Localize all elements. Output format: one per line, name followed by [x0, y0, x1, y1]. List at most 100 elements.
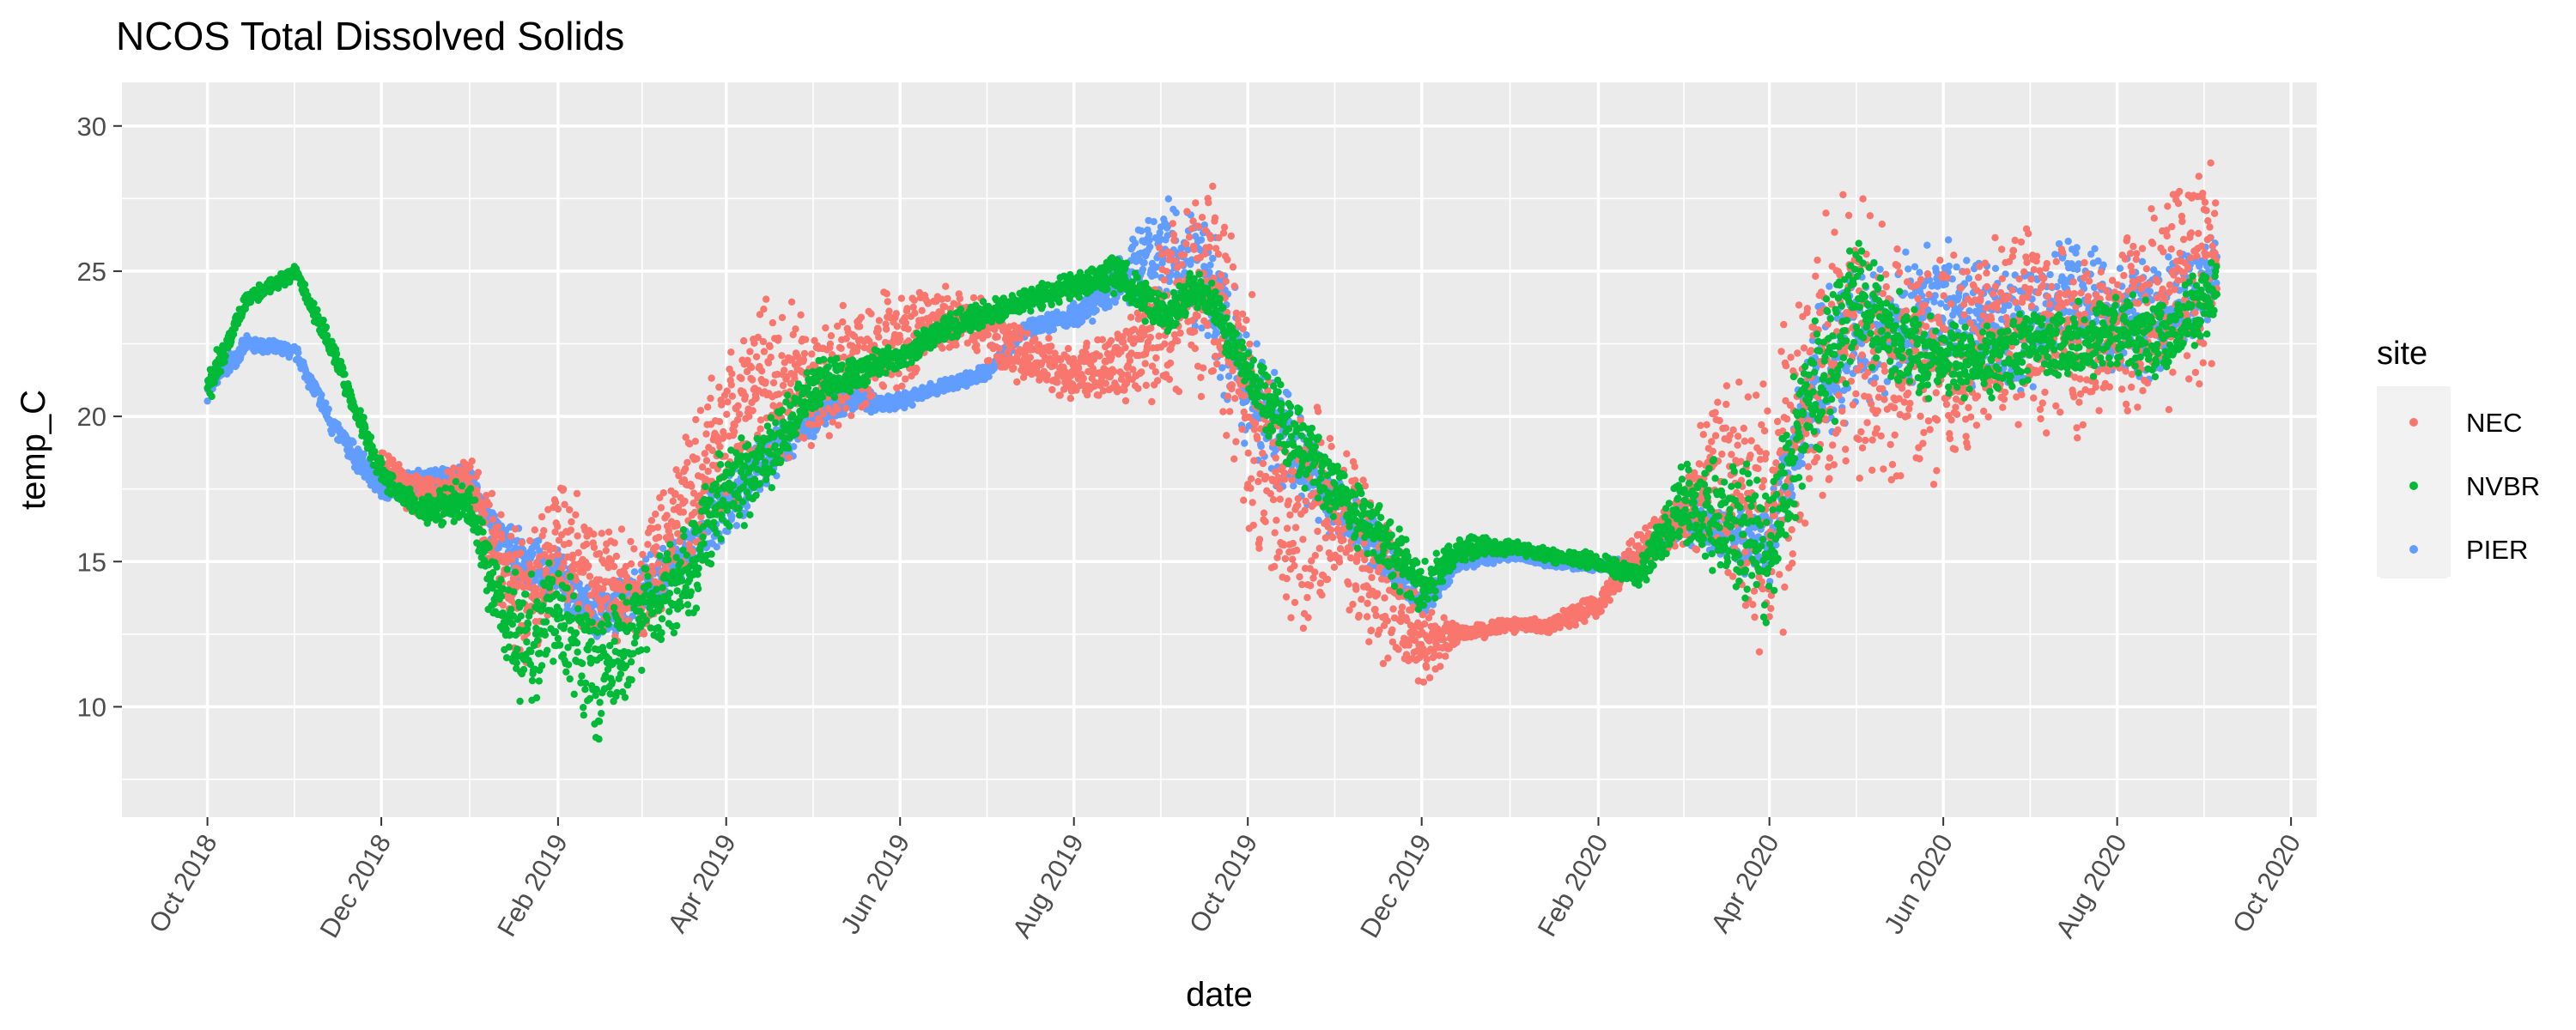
data-point: [488, 489, 496, 498]
data-point: [1049, 325, 1058, 334]
data-point: [450, 464, 458, 472]
data-point: [657, 504, 665, 512]
data-point: [2046, 270, 2054, 279]
data-point: [715, 383, 723, 391]
data-point: [713, 543, 720, 551]
data-point: [598, 603, 605, 611]
data-point: [599, 585, 607, 593]
data-point: [1902, 248, 1910, 256]
data-point: [548, 553, 556, 560]
data-point: [702, 457, 711, 464]
data-point: [679, 508, 688, 516]
data-point: [1446, 578, 1454, 585]
data-point: [322, 399, 330, 407]
data-point: [1916, 269, 1923, 276]
data-point: [2116, 264, 2124, 272]
data-point: [2099, 261, 2107, 269]
data-point: [692, 415, 700, 424]
data-point: [554, 505, 562, 513]
data-point: [566, 506, 574, 514]
data-point: [716, 443, 724, 451]
data-point: [1145, 236, 1153, 245]
data-point: [682, 464, 690, 473]
data-point: [2165, 253, 2172, 261]
data-point: [1945, 236, 1953, 244]
data-point: [639, 550, 647, 559]
data-point: [595, 549, 604, 558]
data-point: [568, 518, 575, 526]
data-point: [1963, 257, 1971, 264]
data-point: [1905, 265, 1912, 273]
data-point: [693, 455, 701, 463]
data-point: [1253, 340, 1261, 348]
data-point: [598, 530, 605, 537]
data-point: [517, 549, 525, 557]
data-point: [586, 573, 594, 580]
data-point: [647, 517, 656, 524]
data-point: [696, 407, 705, 415]
data-point: [567, 526, 574, 534]
chart-title: NCOS Total Dissolved Solids: [116, 14, 624, 58]
data-point: [611, 562, 618, 571]
data-point: [2091, 245, 2099, 252]
data-point: [465, 474, 474, 482]
data-point: [704, 467, 712, 476]
data-point: [1991, 264, 2000, 272]
data-point: [1216, 373, 1224, 381]
data-point: [1151, 271, 1159, 279]
data-point: [673, 522, 681, 530]
data-point: [1911, 263, 1919, 270]
data-point: [654, 560, 662, 568]
data-point: [602, 547, 610, 554]
data-point: [655, 533, 663, 542]
data-point: [1290, 482, 1297, 490]
data-point: [1826, 282, 1833, 290]
data-point: [732, 522, 741, 530]
data-point: [617, 525, 626, 533]
data-point: [663, 512, 671, 519]
data-point: [2138, 258, 2147, 265]
data-point: [653, 524, 662, 531]
data-point: [551, 499, 560, 506]
data-point: [1285, 391, 1292, 398]
data-point: [630, 545, 638, 553]
data-point: [640, 630, 648, 638]
data-point: [2065, 308, 2073, 316]
data-point: [1204, 331, 1212, 340]
data-point: [659, 489, 667, 497]
data-point: [1931, 292, 1939, 300]
data-point: [691, 438, 699, 445]
data-point: [1930, 298, 1938, 306]
data-point: [554, 523, 562, 530]
data-point: [555, 551, 562, 559]
data-point: [489, 516, 497, 524]
data-point: [1429, 601, 1437, 609]
data-point: [623, 573, 631, 581]
data-point: [1197, 236, 1206, 244]
data-point: [630, 568, 639, 576]
data-point: [691, 508, 699, 517]
data-point: [718, 401, 726, 409]
data-point: [540, 527, 548, 535]
data-point: [529, 549, 537, 558]
data-point: [572, 511, 580, 518]
data-point: [491, 537, 499, 546]
data-point: [688, 482, 696, 490]
data-point: [1138, 227, 1145, 235]
data-point: [669, 497, 677, 506]
data-point: [559, 485, 568, 493]
data-point: [605, 528, 613, 536]
data-point: [497, 511, 505, 518]
data-point: [550, 544, 558, 553]
data-point: [531, 526, 538, 534]
data-point: [1146, 243, 1154, 251]
data-point: [707, 394, 714, 403]
data-point: [1139, 265, 1147, 273]
data-point: [1150, 218, 1157, 226]
data-point: [1257, 442, 1265, 451]
data-point: [908, 401, 916, 409]
data-point: [1241, 439, 1249, 447]
data-point: [1953, 263, 1960, 271]
data-point: [474, 469, 483, 476]
data-point: [542, 566, 550, 574]
